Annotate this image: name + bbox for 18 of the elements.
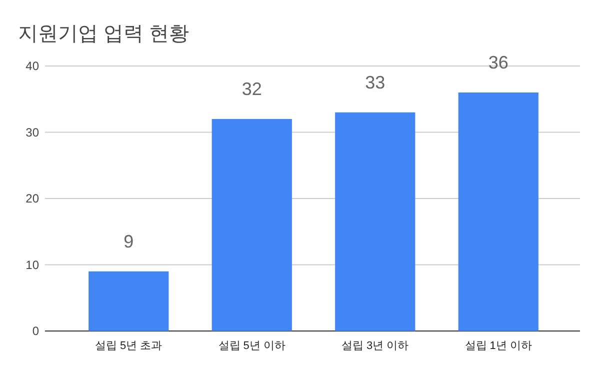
y-tick-label: 20 xyxy=(26,192,40,206)
bar xyxy=(88,271,169,331)
y-tick-label: 40 xyxy=(26,59,40,73)
data-label: 32 xyxy=(242,79,262,99)
y-tick-label: 10 xyxy=(26,258,40,272)
data-label: 33 xyxy=(365,72,386,92)
data-label: 36 xyxy=(488,52,508,72)
x-tick-label: 설립 1년 이하 xyxy=(464,340,532,352)
bar xyxy=(458,92,538,331)
chart-title: 지원기업 업력 현황 xyxy=(18,23,190,45)
y-tick-label: 30 xyxy=(26,125,40,140)
y-tick-label: 0 xyxy=(32,324,40,338)
data-label: 9 xyxy=(124,231,134,252)
x-tick-label: 설립 5년 이하 xyxy=(218,340,286,352)
x-tick-label: 설립 3년 이하 xyxy=(342,340,409,352)
bar xyxy=(335,112,416,331)
bar xyxy=(212,119,292,331)
x-tick-label: 설립 5년 초과 xyxy=(95,340,162,352)
